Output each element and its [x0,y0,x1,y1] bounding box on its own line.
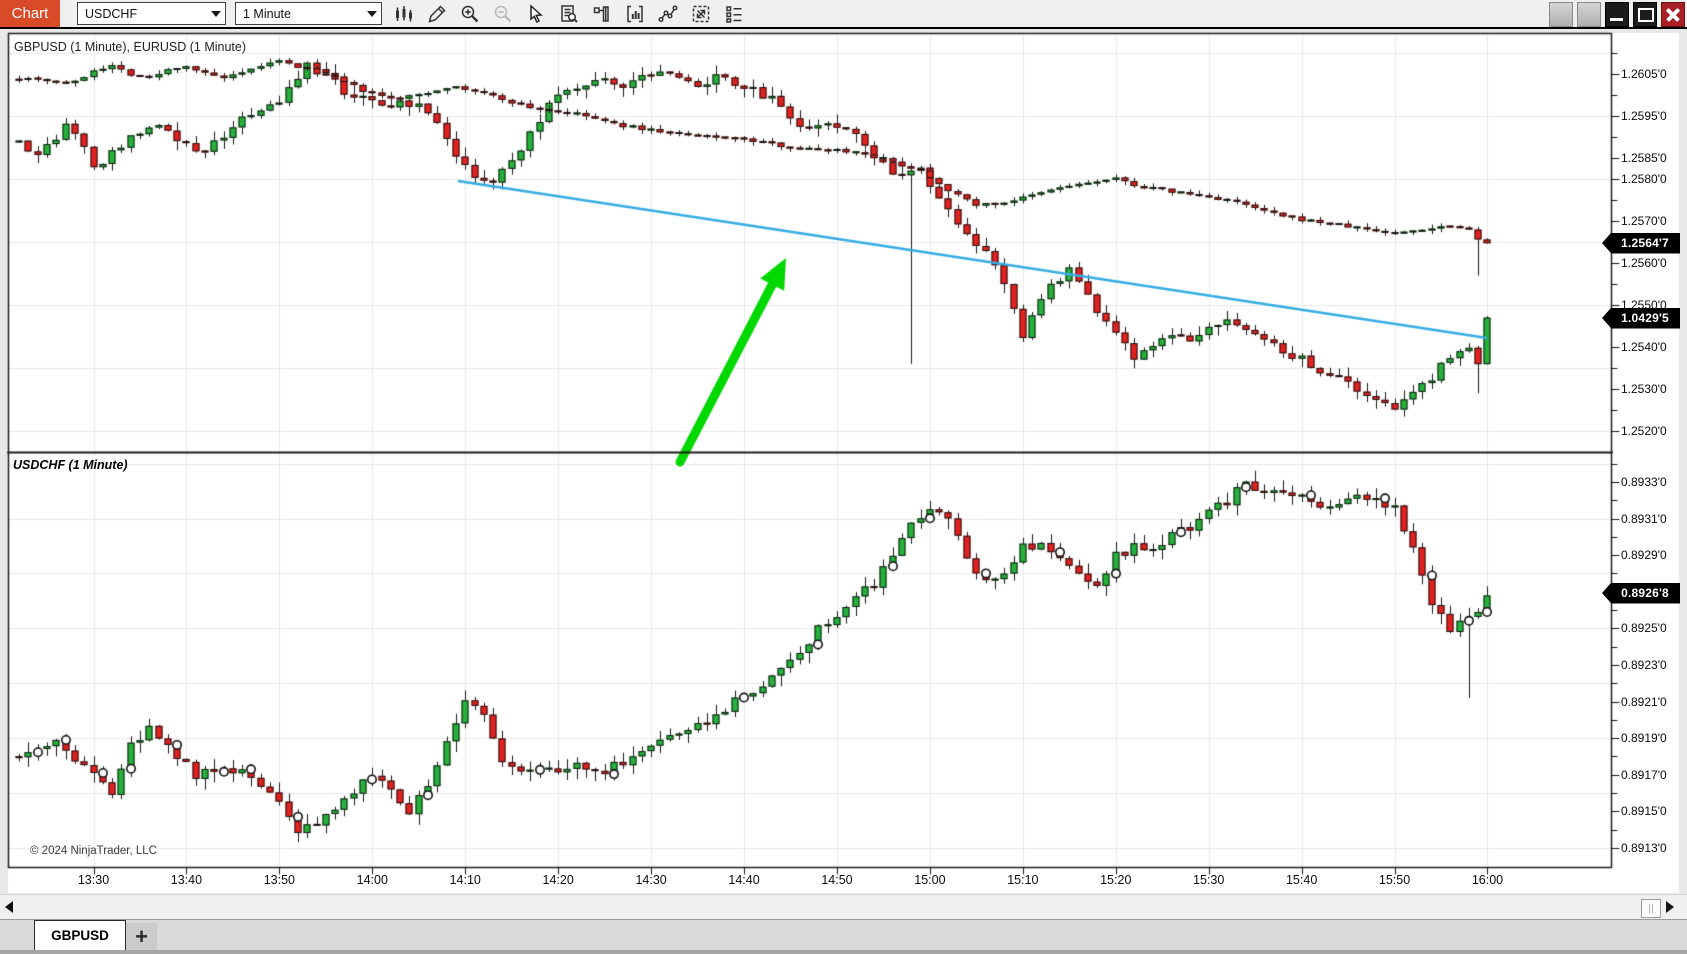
price-marker: 0.8926'8 [1602,582,1680,604]
time-axis-label: 14:50 [821,873,853,887]
data-box-icon[interactable] [559,4,579,24]
price-axis-label: 1.2595'0 [1621,109,1667,123]
chart-menu-button[interactable]: Chart [0,0,60,27]
top-panel-label: GBPUSD (1 Minute), EURUSD (1 Minute) [14,40,247,54]
time-axis-label: 14:20 [542,873,574,887]
price-axis-label: 1.2570'0 [1621,214,1667,228]
cursor-icon[interactable] [526,3,546,24]
price-axis-label: 1.2560'0 [1621,256,1667,270]
time-axis-label: 15:30 [1193,873,1225,887]
price-axis-label: 1.2580'0 [1621,172,1667,186]
window-controls [1549,2,1685,27]
time-axis-label: 13:40 [170,873,203,887]
scroll-right-button[interactable] [1663,899,1677,915]
price-axis-label: 0.8919'0 [1621,731,1667,746]
instrument-selector-value: USDCHF [85,6,138,21]
interval-selector-value: 1 Minute [243,6,291,21]
horizontal-scrollbar[interactable] [0,894,1687,920]
maximize-button[interactable] [1633,2,1657,27]
price-axis-label: 0.8929'0 [1621,548,1667,563]
price-axis-label: 0.8921'0 [1621,694,1667,709]
price-axis-label: 1.2530'0 [1621,382,1667,396]
indicators-icon[interactable] [625,4,645,24]
titlebar: Chart USDCHF 1 Minute [0,0,1687,29]
price-axis-label: 0.8913'0 [1621,841,1667,855]
time-axis-label: 13:30 [77,873,110,887]
price-axis-label: 0.8925'0 [1621,621,1667,636]
time-axis-label: 14:00 [356,873,388,887]
tab-bar: GBPUSD + [0,919,1687,951]
toolbar-icons [394,3,744,24]
time-axis-label: 13:50 [263,873,295,887]
price-axis-label: 0.8917'0 [1621,767,1667,782]
price-axis-label: 0.8923'0 [1621,658,1667,672]
price-axis-label: 1.2520'0 [1621,424,1667,438]
time-axis-label: 14:40 [728,873,760,887]
price-axis-label: 0.8933'0 [1621,475,1667,489]
properties-icon[interactable] [691,4,711,24]
time-axis-label: 15:40 [1285,873,1318,887]
instrument-selector[interactable]: USDCHF [77,2,226,25]
price-axis-label: 0.8915'0 [1621,804,1667,819]
chart-trader-icon[interactable] [592,4,612,24]
scrollbar-thumb[interactable] [1641,899,1661,918]
chart-style-icon[interactable] [394,4,414,24]
chevron-down-icon [211,10,221,17]
time-axis-label: 16:00 [1471,873,1504,887]
price-axis-label: 1.2540'0 [1621,340,1667,354]
add-tab-button[interactable]: + [126,923,157,950]
price-axis-label: 1.2585'0 [1621,151,1667,165]
close-button[interactable] [1661,2,1685,27]
interval-selector[interactable]: 1 Minute [235,2,382,25]
scroll-left-button[interactable] [2,899,16,915]
window-extra-button-2[interactable] [1577,2,1601,27]
window-extra-button-1[interactable] [1549,2,1573,27]
zoom-out-icon[interactable] [493,4,513,24]
window-bottom-edge [0,950,1687,954]
copyright-text: © 2024 NinjaTrader, LLC [30,845,157,857]
price-marker: 1.0429'5 [1602,307,1680,329]
price-axis-label: 1.2605'0 [1621,67,1667,81]
time-axis-label: 15:50 [1378,873,1411,887]
tab-gbpusd[interactable]: GBPUSD [34,920,126,950]
time-axis-label: 15:00 [914,873,946,887]
time-axis[interactable]: 13:30 13:40 13:50 14:00 14:10 14:20 14:30 14:40… [8,868,1612,893]
maximize-icon [1638,8,1654,22]
bottom-panel-label: USDCHF (1 Minute) [13,458,128,472]
price-marker: 1.2564'7 [1602,232,1680,254]
zoom-in-icon[interactable] [460,4,480,24]
scroll-left-icon [5,901,13,913]
chevron-down-icon [367,10,377,17]
price-axis-label: 0.8931'0 [1621,511,1667,526]
time-axis-label: 14:10 [449,873,481,887]
drawing-tools-icon[interactable] [427,4,447,24]
price-axis[interactable]: 1.2605'0 1.2595'0 1.2585'0 1.2580'0 1.2570'0… [1612,33,1687,893]
minimize-button[interactable] [1605,2,1629,27]
time-axis-label: 15:20 [1100,873,1132,887]
strategies-icon[interactable] [658,4,678,24]
scroll-right-icon [1666,901,1674,913]
time-axis-label: 15:10 [1007,873,1039,887]
objects-icon[interactable] [724,4,744,24]
minimize-icon [1610,18,1623,21]
time-axis-label: 14:30 [635,873,667,887]
